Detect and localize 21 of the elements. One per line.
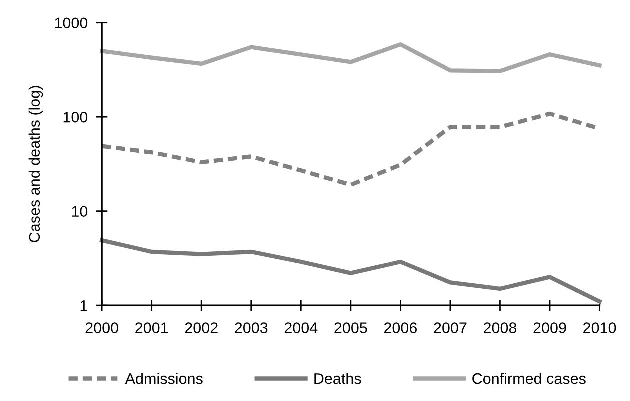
x-tick-label: 2002 <box>185 322 218 334</box>
y-tick-label: 100 <box>64 112 88 123</box>
line-series <box>100 42 602 74</box>
x-tick-label: 2005 <box>334 322 368 334</box>
legend-label: Admissions <box>125 373 203 384</box>
x-tick-label: 2008 <box>484 322 517 334</box>
x-tick-label: 2004 <box>284 322 318 334</box>
x-tick-label: 2003 <box>235 322 268 334</box>
x-tick-label: 2000 <box>86 322 118 334</box>
legend-label: Deaths <box>314 373 362 384</box>
x-tick-label: 2010 <box>584 322 616 334</box>
x-tick-label: 2001 <box>136 322 168 334</box>
x-tick-label: 2009 <box>534 322 566 334</box>
y-tick-label: 10 <box>72 206 88 218</box>
line-series <box>100 238 602 304</box>
y-tick-label: 1 <box>80 300 88 312</box>
y-axis-title: Cases and deaths (log) <box>28 86 44 242</box>
x-tick-label: 2007 <box>434 322 467 334</box>
legend-label: Confirmed cases <box>472 373 586 384</box>
y-tick-label: 1000 <box>55 18 88 29</box>
x-tick-label: 2006 <box>384 322 418 334</box>
